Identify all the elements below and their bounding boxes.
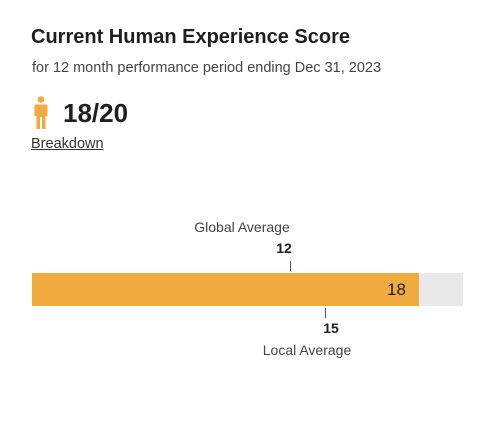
score-value: 18/20 (63, 97, 129, 128)
card-title: Current Human Experience Score (31, 26, 350, 48)
breakdown-link[interactable]: Breakdown (31, 136, 104, 152)
local-average-tick (325, 308, 326, 318)
global-average-label: Global Average (194, 219, 290, 235)
score-bar-value: 18 (387, 280, 406, 299)
global-average-value: 12 (276, 240, 292, 256)
card-subtitle: for 12 month performance period ending D… (32, 60, 382, 76)
person-icon (34, 96, 48, 129)
local-average-label: Local Average (262, 342, 352, 358)
score-bar-track: 18 (32, 273, 463, 306)
score-bar-fill (32, 273, 419, 306)
global-average-tick (290, 261, 291, 271)
local-average-value: 15 (323, 320, 339, 336)
score-row: 18/20 (33, 96, 128, 130)
